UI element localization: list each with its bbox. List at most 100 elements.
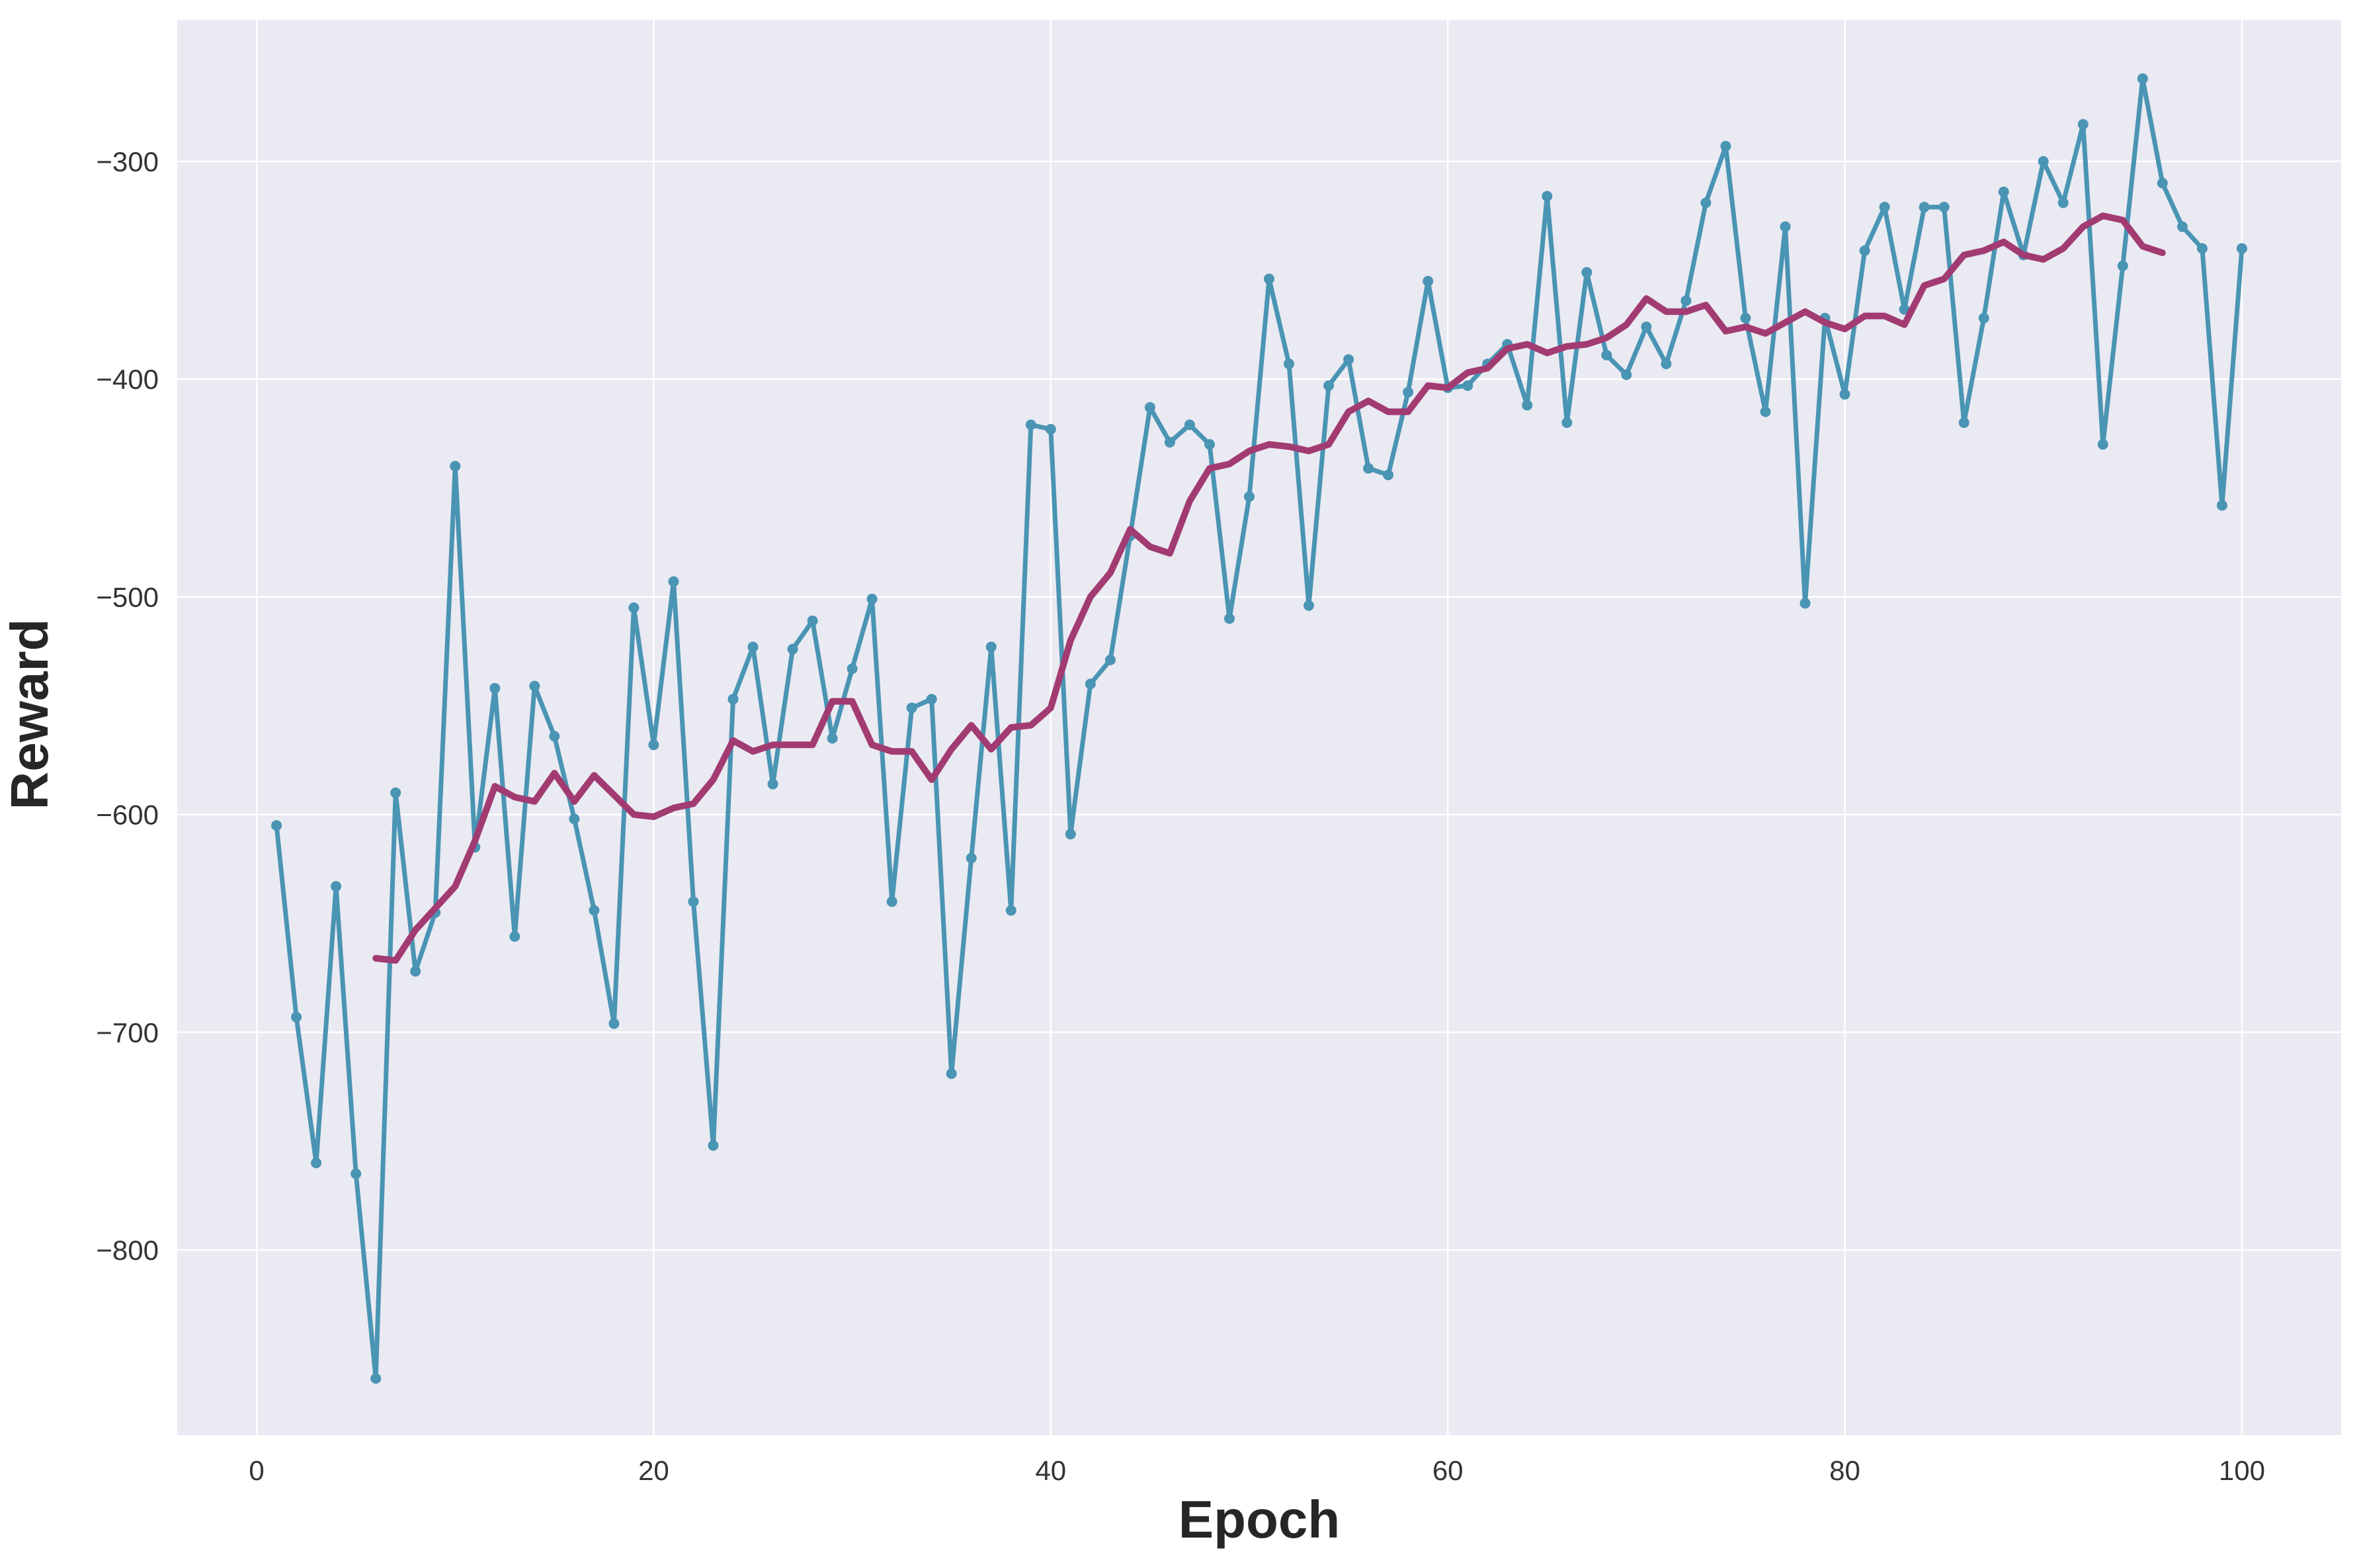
data-point [2057,197,2069,208]
data-point [966,852,977,864]
data-point [1601,350,1612,360]
data-point [1025,419,1036,431]
y-tick-label: −700 [96,1017,159,1048]
data-point [985,641,997,653]
data-point [1184,419,1195,431]
data-point [1343,354,1354,365]
data-point [2196,243,2208,254]
data-point [331,881,342,892]
data-point [1661,358,1672,370]
y-axis-title: Reward [0,619,59,810]
y-tick-label: −500 [96,581,159,612]
data-point [668,576,679,587]
data-point [648,739,659,751]
data-point [509,931,520,942]
data-point [1522,399,1533,411]
data-point [1104,654,1116,665]
data-point [1919,202,1930,213]
data-point [1680,295,1692,306]
data-point [370,1373,382,1384]
data-point [1800,598,1811,609]
data-point [727,694,739,705]
x-tick-label: 0 [249,1455,264,1486]
data-point [1780,221,1791,232]
data-point [1383,470,1394,481]
data-point [1621,369,1632,380]
data-point [866,593,878,604]
data-point [2216,500,2227,511]
data-point [2097,439,2108,450]
data-point [1204,439,1215,450]
data-point [1045,424,1056,434]
data-point [767,778,778,790]
data-point [2077,119,2089,130]
data-point [1998,186,2009,198]
data-point [1304,600,1314,611]
data-point [2117,261,2128,271]
data-point [847,663,858,675]
data-point [1423,276,1434,287]
data-point [807,615,818,626]
y-tick-label: −400 [96,364,159,395]
data-point [1085,679,1096,690]
data-point [1720,141,1731,151]
data-point [1899,304,1910,315]
y-axis-ticks: −800 −700 −600 −500 −400 −300 [96,146,159,1266]
data-point [569,813,580,825]
data-point [1164,436,1175,448]
data-point [1879,202,1890,213]
x-tick-label: 100 [2219,1455,2265,1486]
data-point [1958,417,1969,429]
data-point [1938,202,1950,213]
series-2-line [372,212,2166,964]
x-tick-label: 60 [1432,1455,1464,1486]
data-point [410,966,421,977]
data-point [1363,463,1374,474]
data-point [311,1157,322,1169]
data-point [1005,905,1016,916]
data-point [1740,313,1751,323]
data-point [1859,245,1870,256]
series-2 [372,212,2166,964]
data-point [1978,313,1989,323]
data-point [906,702,917,714]
data-point [489,682,501,694]
data-point [1244,491,1255,502]
series-1-line [274,76,2245,1381]
data-point [747,641,759,653]
data-point [271,820,282,831]
data-point [787,643,798,655]
x-axis-ticks: 0 20 40 60 80 100 [249,1455,2265,1486]
data-point [589,905,600,916]
y-tick-label: −600 [96,800,159,831]
plot-background [177,20,2341,1435]
data-point [1224,613,1235,624]
data-point [886,896,897,907]
data-point [1581,267,1593,278]
data-point [1403,387,1414,397]
data-point [1700,197,1712,208]
data-point [1839,389,1850,400]
data-point [291,1011,302,1022]
data-point [1462,380,1473,392]
data-point [628,602,640,613]
data-point [1264,273,1274,284]
data-point [926,694,937,705]
y-tick-label: −800 [96,1235,159,1266]
series-layer [271,73,2247,1384]
x-tick-label: 40 [1035,1455,1066,1486]
data-point [529,681,540,692]
data-point [2038,156,2049,167]
data-point [2137,73,2148,84]
data-point [1144,402,1155,413]
data-point [1284,358,1294,370]
x-axis-title: Epoch [1179,1490,1340,1549]
data-point [708,1140,719,1151]
data-point [946,1068,957,1079]
data-point [1641,321,1652,333]
data-point [608,1018,620,1029]
data-point [1561,417,1573,429]
data-point [2176,221,2188,232]
data-point [2157,177,2168,188]
